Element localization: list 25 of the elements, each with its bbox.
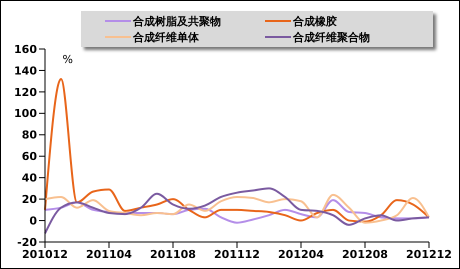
x-tick-label: 201108 (150, 248, 196, 261)
x-tick-label: 201208 (342, 248, 388, 261)
legend-label: 合成纤维单体 (133, 30, 199, 44)
y-tick-label: 100 (14, 107, 38, 120)
x-tick-label: 201104 (86, 248, 132, 261)
y-tick-label: 80 (22, 128, 38, 142)
line-series (44, 187, 430, 234)
x-tick-label: 201212 (406, 248, 452, 261)
x-tick-label: 201012 (22, 248, 68, 261)
legend-label: 合成橡胶 (293, 14, 337, 28)
y-axis-title: % (62, 52, 73, 66)
y-tick-label: 20 (22, 193, 38, 206)
legend-label: 合成纤维聚合物 (293, 30, 370, 44)
y-tick-label: 0 (29, 214, 38, 228)
y-tick-label: -20 (17, 236, 38, 249)
y-tick-label: 40 (22, 172, 38, 185)
x-tick-label: 201204 (278, 248, 324, 261)
line-series (44, 194, 430, 224)
y-tick-label: 120 (14, 86, 38, 99)
y-tick-label: 60 (22, 150, 38, 164)
y-tick-label: 160 (14, 42, 38, 56)
y-tick-label: 140 (14, 64, 38, 78)
line-series (44, 78, 430, 223)
x-tick-label: 201112 (214, 248, 260, 261)
legend-label: 合成树脂及共聚物 (133, 14, 221, 28)
